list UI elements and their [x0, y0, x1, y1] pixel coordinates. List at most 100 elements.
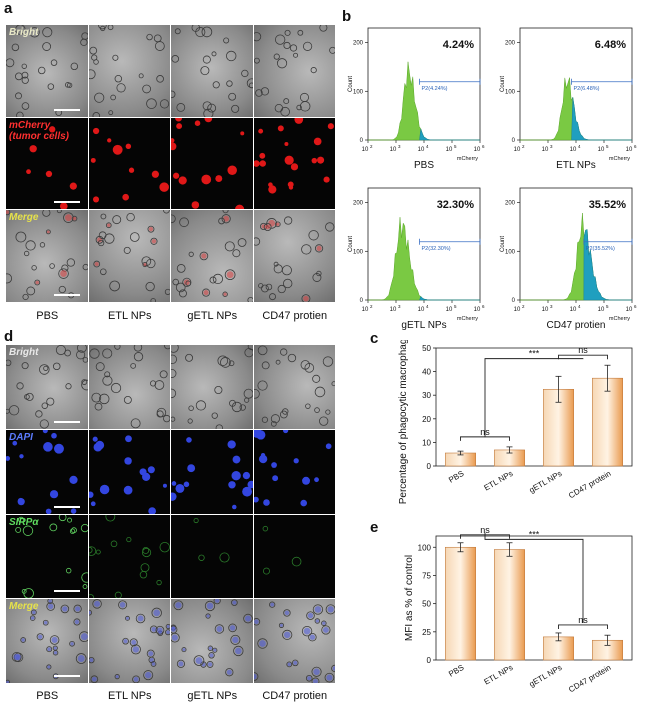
- cell: [131, 675, 140, 683]
- merge-overlay: [6, 210, 10, 215]
- cell: [282, 41, 291, 50]
- merge-overlay: [303, 628, 310, 635]
- cell: [231, 401, 243, 413]
- cell: [307, 633, 317, 642]
- cell: [159, 99, 169, 109]
- cell: [235, 204, 245, 210]
- cell: [171, 492, 177, 501]
- cell: [324, 673, 334, 683]
- cell: [140, 562, 149, 572]
- cell: [99, 268, 107, 276]
- merge-overlay: [144, 672, 151, 679]
- cell: [79, 631, 88, 643]
- merge-overlay: [287, 662, 291, 667]
- cell: [198, 554, 205, 561]
- cell: [299, 92, 309, 102]
- cell: [93, 92, 104, 103]
- cell: [23, 251, 30, 257]
- cell: [270, 461, 277, 468]
- y-tick-label: 0: [360, 138, 364, 144]
- cell: [92, 260, 100, 268]
- cell: [123, 247, 131, 255]
- y-tick-label: 200: [505, 41, 516, 47]
- significance-label: ***: [529, 529, 540, 539]
- merge-overlay: [315, 246, 322, 252]
- cell: [66, 258, 76, 268]
- cell: [247, 480, 253, 489]
- x-tick-label: 10: [390, 147, 397, 153]
- cell: [231, 470, 241, 481]
- x-tick-exponent: 5: [606, 144, 609, 149]
- cell: [207, 103, 217, 113]
- cell-texture: [193, 517, 230, 563]
- cell: [228, 480, 236, 489]
- cell: [253, 672, 258, 682]
- merge-overlay: [279, 624, 283, 628]
- cell: [299, 499, 307, 507]
- cell: [257, 345, 267, 356]
- cell: [295, 104, 302, 111]
- cell: [20, 637, 27, 644]
- cell-texture: [88, 25, 169, 117]
- x-tick-label: 10: [446, 147, 453, 153]
- merge-overlay: [244, 615, 252, 622]
- cell: [323, 176, 330, 183]
- cell: [253, 496, 259, 503]
- cell: [247, 345, 253, 351]
- cell: [155, 75, 164, 83]
- cell: [92, 127, 99, 134]
- x-tick-label: 10: [626, 307, 633, 313]
- merge-overlay: [62, 606, 68, 612]
- cell: [290, 162, 298, 171]
- cell: [262, 525, 268, 531]
- merge-overlay: [226, 271, 234, 279]
- cell: [281, 265, 292, 276]
- cell: [201, 26, 213, 38]
- cell: [145, 98, 157, 109]
- merge-overlay: [253, 619, 259, 625]
- cell: [35, 410, 43, 418]
- cell: [275, 359, 281, 365]
- cell: [171, 55, 180, 63]
- merge-overlay: [312, 668, 320, 676]
- cell: [133, 352, 143, 362]
- cell: [49, 125, 56, 133]
- cell: [88, 348, 100, 359]
- cell: [270, 414, 280, 424]
- merge-overlay: [156, 627, 163, 634]
- x-tick-exponent: 2: [370, 144, 373, 149]
- cell: [42, 42, 52, 51]
- cell: [302, 41, 312, 51]
- y-axis-label: Count: [500, 76, 506, 92]
- cell: [81, 32, 88, 40]
- merge-overlay: [325, 674, 333, 682]
- x-tick-exponent: 2: [370, 304, 373, 309]
- cell: [65, 567, 72, 573]
- merge-overlay: [216, 626, 223, 633]
- cell-texture: [88, 599, 170, 683]
- merge-overlay: [315, 619, 319, 623]
- flow-histogram: 0100200Count102103104105106P2(6.48%)6.48…: [500, 27, 637, 171]
- cell: [274, 34, 285, 45]
- cell: [141, 84, 151, 94]
- cell: [149, 380, 156, 387]
- merge-overlay: [53, 651, 58, 655]
- cell: [274, 104, 283, 113]
- cell: [141, 547, 151, 557]
- cell: [258, 159, 266, 167]
- cell: [212, 647, 218, 654]
- cell: [327, 122, 334, 129]
- cell: [26, 286, 36, 296]
- cell: [273, 264, 283, 274]
- cell: [225, 668, 234, 677]
- cell: [150, 661, 156, 668]
- cell: [253, 388, 260, 399]
- cell: [320, 620, 327, 627]
- panel-label-c: c: [370, 330, 379, 347]
- cell: [25, 240, 36, 251]
- cell: [270, 420, 277, 427]
- cell: [65, 383, 72, 390]
- category-label: ETL NPs: [483, 469, 515, 493]
- cell: [125, 213, 135, 222]
- merge-overlay: [136, 615, 144, 622]
